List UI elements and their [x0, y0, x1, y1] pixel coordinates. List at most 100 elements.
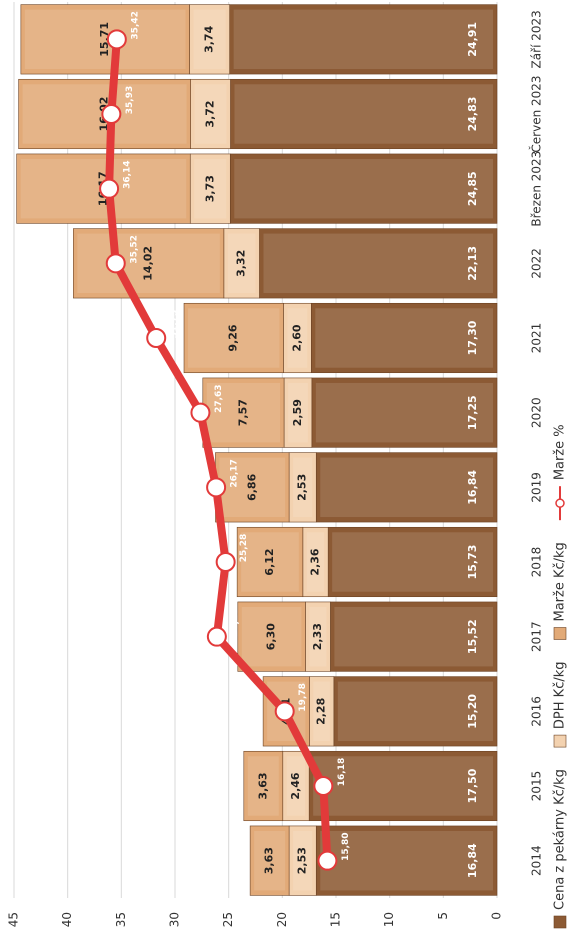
bar-bevel [315, 308, 493, 368]
line [105, 39, 332, 861]
bar-value-label: 15,20 [466, 694, 479, 729]
bar-value-label: 6,12 [263, 548, 276, 575]
bar-bevel [219, 457, 286, 518]
x-tick-label: 2020 [530, 397, 544, 428]
bar-segment [237, 601, 306, 672]
bar-bevel [233, 9, 493, 70]
legend-label: Marže Kč/kg [553, 542, 568, 621]
line-marker [313, 776, 334, 796]
line-marker [206, 626, 227, 647]
bar-value-label: 14,02 [142, 246, 155, 281]
line-value-label: 19,78 [298, 683, 308, 711]
bar-value-label: 2,36 [308, 548, 321, 575]
legend-swatch [553, 734, 567, 748]
x-tick-label: 2015 [530, 771, 544, 802]
bar-value-label: 2,28 [315, 698, 328, 725]
bar-segment [236, 526, 304, 598]
bar-value-label: 9,26 [227, 324, 240, 351]
x-tick-label: 2021 [530, 323, 544, 354]
line-value-label: 35,42 [130, 11, 140, 39]
bar-bevel [287, 308, 308, 368]
line-value-label: 25,28 [239, 534, 249, 562]
legend-marker [555, 498, 565, 508]
line-value-label: 26,17 [230, 459, 240, 487]
y-tick-label: 20 [275, 912, 289, 927]
y-tick-label: 0 [490, 912, 504, 920]
line-marker [206, 477, 227, 498]
line-marker [317, 850, 338, 871]
x-tick-label: Září 2023 [530, 10, 544, 68]
bar-value-label: 17,25 [466, 395, 479, 430]
bar-value-label: 3,63 [256, 772, 269, 799]
bar-value-label: 15,73 [466, 545, 479, 580]
x-tick-label: 2022 [530, 248, 544, 279]
bar-value-label: 6,30 [265, 623, 278, 650]
y-tick-label: 45 [7, 912, 21, 927]
line-value-label: 27,63 [214, 384, 224, 412]
line-value-label: 35,52 [129, 235, 139, 263]
bar-bevel [286, 756, 306, 816]
bar-value-label: 17,50 [466, 768, 479, 803]
line-value-label: 31,75 [170, 310, 180, 338]
line-marker [105, 253, 126, 274]
bar-bevel [227, 233, 256, 294]
bar-segment [249, 825, 290, 896]
x-tick-label: 2019 [530, 472, 544, 503]
bar-bevel [194, 84, 227, 144]
bar-segment [183, 302, 284, 374]
line-value-label: 16,18 [337, 758, 347, 786]
bar-bevel [309, 606, 327, 667]
line-value-label: 36,14 [123, 160, 133, 188]
bar-bevel [313, 756, 493, 816]
bar-bevel [241, 532, 299, 592]
bar-value-label: 7,57 [236, 399, 249, 426]
bar-segment [243, 750, 284, 822]
bar-value-label: 3,72 [204, 100, 217, 127]
bar-bevel [254, 830, 286, 891]
bar-value-label: 17,30 [466, 320, 479, 355]
bar-value-label: 24,85 [466, 171, 479, 206]
bar-value-label: 2,33 [311, 623, 324, 650]
bar-value-label: 2,53 [296, 847, 309, 874]
x-tick-label: 2014 [530, 845, 544, 876]
legend-swatch [553, 915, 567, 929]
y-tick-label: 10 [382, 912, 396, 927]
line-marker [274, 701, 295, 722]
y-tick-label: 30 [168, 912, 182, 927]
bar-value-label: 3,74 [203, 25, 216, 52]
line-value-label: 26,10 [230, 608, 240, 636]
bar-bevel [24, 9, 186, 70]
bar-bevel [313, 681, 330, 742]
bar-value-label: 2,53 [296, 474, 309, 501]
bar-bevel [247, 756, 279, 816]
y-tick-label: 5 [436, 912, 450, 920]
bar-bevel [293, 830, 313, 891]
bar-bevel [234, 84, 493, 144]
y-tick-label: 35 [114, 912, 128, 927]
bar-value-label: 3,32 [235, 250, 248, 277]
line-marker [101, 104, 122, 124]
bar-value-label: 3,63 [263, 847, 276, 874]
line-value-label: 15,80 [341, 832, 351, 860]
x-tick-label: 2017 [530, 621, 544, 652]
bar-segment [20, 4, 190, 75]
bar-value-label: 15,52 [466, 619, 479, 654]
bar-value-label: 24,91 [466, 22, 479, 57]
bar-value-label: 15,71 [98, 22, 111, 57]
legend-label: DPH Kč/kg [553, 662, 568, 730]
bar-value-label: 16,84 [466, 470, 479, 505]
line-marker [190, 402, 211, 423]
line-marker [146, 328, 167, 348]
bar-bevel [320, 457, 493, 518]
x-tick-label: 2016 [530, 696, 544, 727]
line-marker [215, 552, 236, 572]
bar-bevel [320, 830, 493, 891]
bar-bevel [288, 382, 308, 443]
bar-value-label: 22,13 [466, 246, 479, 281]
x-tick-label: Březen 2023 [530, 151, 544, 227]
line-marker [99, 178, 120, 199]
legend-label: Marže % [553, 424, 568, 480]
legend-swatch [553, 627, 567, 640]
bar-value-label: 3,73 [203, 175, 216, 202]
